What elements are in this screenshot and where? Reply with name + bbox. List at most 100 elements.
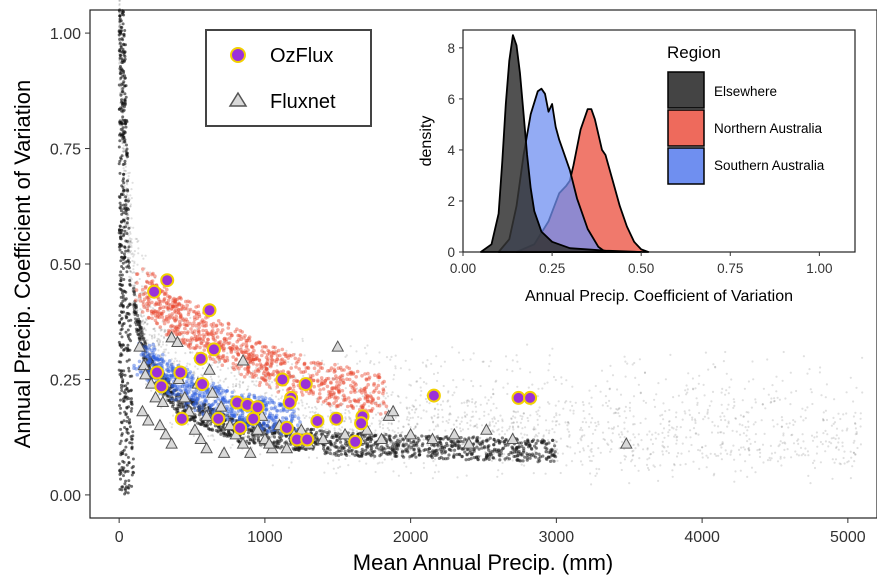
density-point	[849, 450, 852, 453]
density-point	[137, 252, 140, 255]
density-point	[455, 426, 458, 429]
density-point	[137, 297, 140, 300]
density-point	[118, 36, 121, 39]
density-point	[724, 350, 727, 354]
density-point	[347, 464, 350, 467]
density-point	[128, 279, 132, 282]
density-point	[149, 298, 152, 301]
density-point	[122, 150, 125, 153]
density-point	[254, 358, 258, 361]
density-point	[430, 362, 433, 365]
density-point	[705, 454, 708, 457]
density-point	[763, 432, 766, 435]
density-point	[235, 382, 238, 386]
density-point	[408, 383, 411, 386]
density-point	[124, 217, 127, 220]
density-point	[321, 359, 324, 362]
density-point	[314, 411, 317, 414]
density-point	[673, 435, 676, 438]
density-point	[790, 391, 793, 394]
density-point	[118, 0, 122, 2]
density-point	[314, 364, 317, 367]
density-point	[750, 466, 754, 469]
density-point	[538, 415, 541, 418]
density-point	[653, 405, 657, 408]
density-point	[180, 319, 183, 322]
density-point	[842, 413, 845, 416]
density-point	[819, 461, 823, 464]
density-point	[296, 446, 300, 450]
density-point	[229, 395, 232, 398]
density-point	[519, 414, 522, 417]
density-point	[451, 394, 454, 397]
density-point	[742, 446, 745, 449]
density-point	[335, 407, 338, 410]
density-point	[153, 345, 156, 348]
density-point	[197, 399, 200, 402]
density-point	[161, 343, 164, 346]
density-point	[779, 455, 782, 458]
density-point	[358, 405, 362, 408]
density-point	[196, 375, 200, 378]
density-point	[722, 360, 726, 363]
density-point	[709, 452, 712, 455]
density-point	[119, 369, 123, 373]
density-point	[734, 417, 737, 420]
density-point	[121, 261, 125, 265]
density-point	[795, 389, 798, 393]
region-density-point	[133, 298, 138, 303]
density-point	[541, 387, 544, 390]
density-point	[267, 420, 271, 423]
density-point	[271, 464, 274, 467]
density-point	[398, 437, 401, 440]
density-point	[291, 420, 294, 424]
density-point	[150, 345, 153, 348]
density-point	[474, 400, 477, 404]
density-point	[238, 347, 241, 350]
density-point	[271, 362, 274, 366]
region-density-point	[140, 310, 145, 314]
density-point	[839, 463, 842, 466]
density-point	[520, 417, 524, 421]
density-point	[197, 396, 201, 399]
density-point	[131, 430, 135, 434]
density-point	[136, 313, 140, 318]
density-point	[832, 422, 835, 425]
density-point	[139, 292, 142, 295]
density-point	[590, 450, 593, 453]
density-point	[733, 400, 736, 404]
density-point	[624, 360, 627, 363]
density-point	[163, 328, 166, 331]
density-point	[464, 415, 467, 419]
density-point	[703, 394, 706, 397]
density-point	[662, 402, 665, 405]
density-point	[130, 407, 134, 410]
density-point	[775, 390, 778, 393]
density-point	[861, 356, 864, 359]
density-point	[695, 432, 698, 435]
density-point	[369, 391, 372, 395]
density-point	[519, 421, 523, 424]
density-point	[668, 424, 671, 427]
density-point	[425, 365, 428, 368]
density-point	[479, 443, 483, 447]
density-point	[520, 444, 524, 448]
density-point	[802, 452, 805, 455]
density-point	[232, 383, 235, 386]
density-point	[374, 413, 378, 416]
density-point	[374, 429, 377, 432]
density-point	[371, 450, 375, 454]
density-point	[402, 455, 406, 459]
density-point	[572, 412, 575, 415]
density-point	[211, 433, 214, 436]
density-point	[309, 411, 312, 414]
density-point	[495, 407, 498, 410]
region-density-point	[278, 361, 283, 366]
density-point	[436, 423, 439, 426]
density-point	[320, 429, 324, 433]
density-point	[339, 403, 342, 406]
region-density-point	[255, 363, 259, 367]
density-point	[395, 454, 399, 458]
density-point	[305, 402, 308, 405]
density-point	[219, 379, 222, 382]
